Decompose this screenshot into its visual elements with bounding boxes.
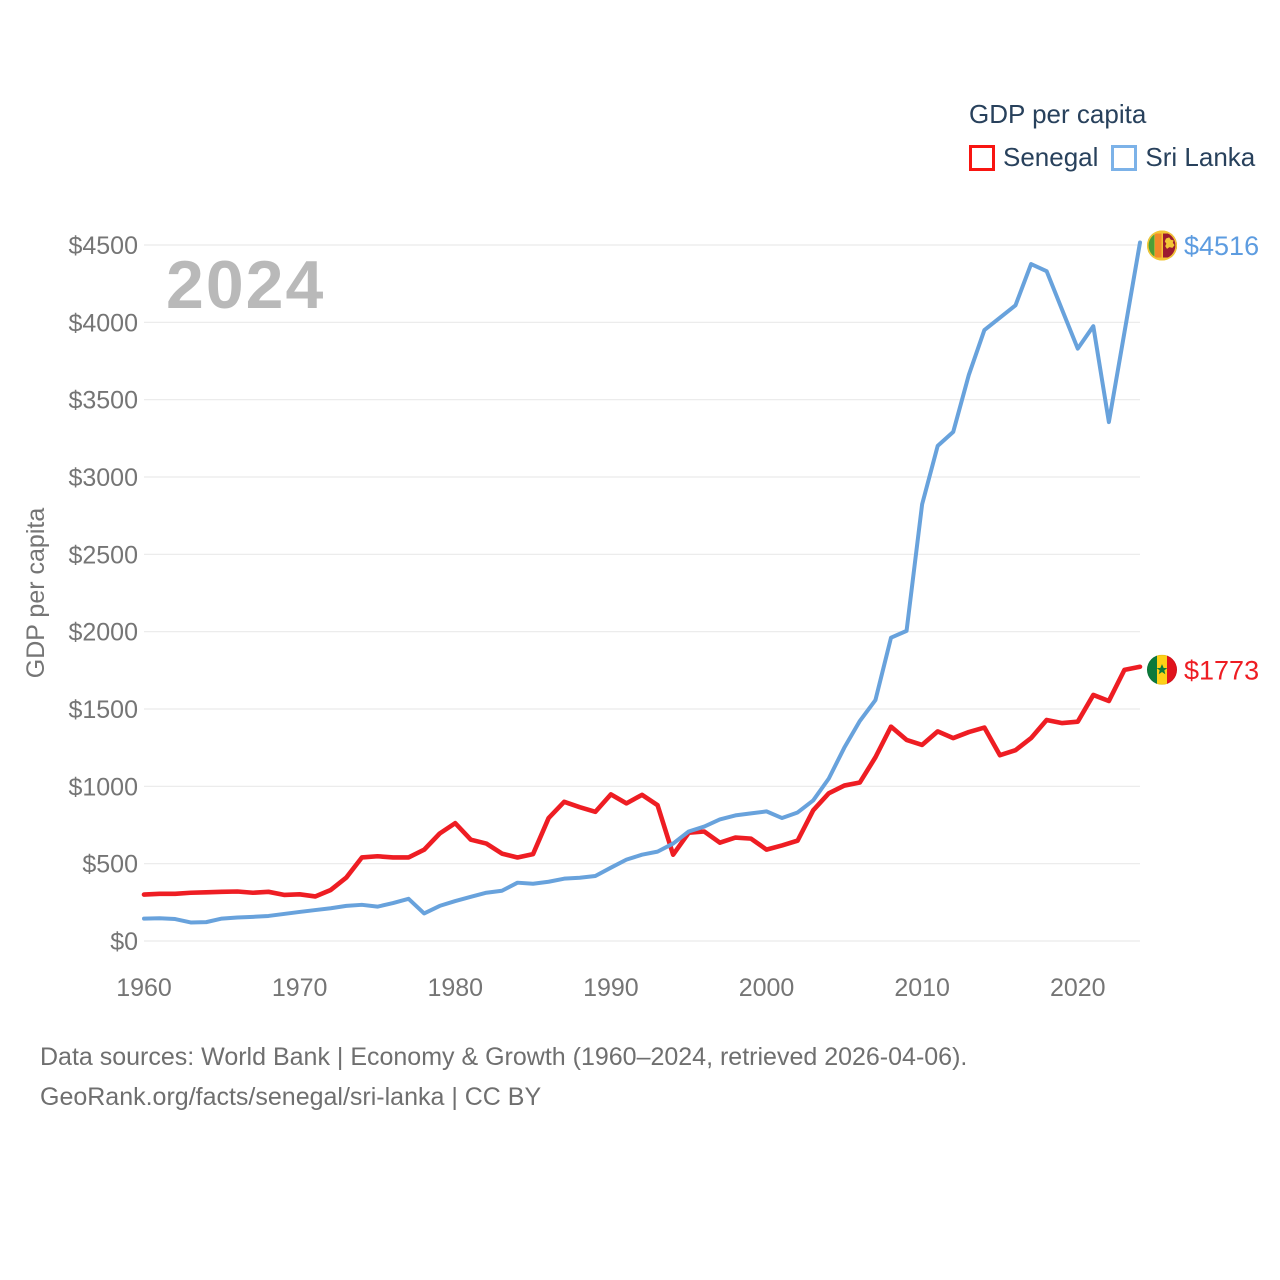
sri-lanka-flag-icon — [1147, 230, 1177, 261]
x-tick-label: 1960 — [116, 974, 172, 1002]
y-tick-label: $3500 — [68, 387, 138, 415]
sri-lanka-end-value-label: $4516 — [1184, 231, 1259, 261]
legend-item-senegal[interactable]: Senegal — [969, 142, 1098, 173]
senegal-end-value-label: $1773 — [1184, 655, 1259, 685]
x-tick-label: 1970 — [272, 974, 328, 1002]
y-tick-label: $0 — [110, 928, 138, 956]
x-tick-label: 2010 — [894, 974, 950, 1002]
footer-data-sources: Data sources: World Bank | Economy & Gro… — [40, 1043, 968, 1071]
legend-label-senegal: Senegal — [1003, 142, 1099, 172]
y-tick-label: $3000 — [68, 464, 138, 492]
sri-lanka-line[interactable] — [142, 240, 1142, 925]
x-tick-label: 2020 — [1050, 974, 1106, 1002]
gdp-chart-svg: $0 $500 $1000 $1500 $2000 $2500 $3000 $3500 $400… — [22, 230, 1259, 1002]
senegal-line[interactable] — [141, 664, 1143, 899]
y-tick-label: $2500 — [68, 541, 138, 569]
footer: Data sources: World Bank | Economy & Gro… — [40, 1037, 967, 1117]
y-tick-label: $1500 — [68, 696, 138, 724]
x-tick-label: 2000 — [739, 974, 795, 1002]
legend-label-sri-lanka: Sri Lanka — [1145, 142, 1256, 172]
senegal-swatch-icon — [969, 144, 995, 171]
footer-attribution: GeoRank.org/facts/senegal/sri-lanka | CC… — [40, 1083, 542, 1111]
y-tick-label: $4000 — [68, 309, 138, 337]
legend-item-sri-lanka[interactable]: Sri Lanka — [1111, 142, 1255, 173]
legend-title: GDP per capita — [969, 99, 1147, 129]
sri-lanka-swatch-icon — [1111, 144, 1138, 171]
y-tick-label: $500 — [82, 851, 138, 879]
y-tick-label: $1000 — [68, 773, 138, 801]
senegal-flag-icon — [1146, 654, 1178, 685]
legend-items: Senegal Sri Lanka — [969, 142, 1255, 173]
y-tick-label: $2000 — [68, 619, 138, 647]
year-watermark: 2024 — [166, 247, 325, 323]
legend: GDP per capita Senegal Sri Lanka — [969, 99, 1255, 173]
x-tick-label: 1980 — [427, 974, 483, 1002]
y-tick-label: $4500 — [68, 232, 138, 260]
x-tick-label: 1990 — [583, 974, 639, 1002]
y-axis-title: GDP per capita — [22, 508, 50, 679]
